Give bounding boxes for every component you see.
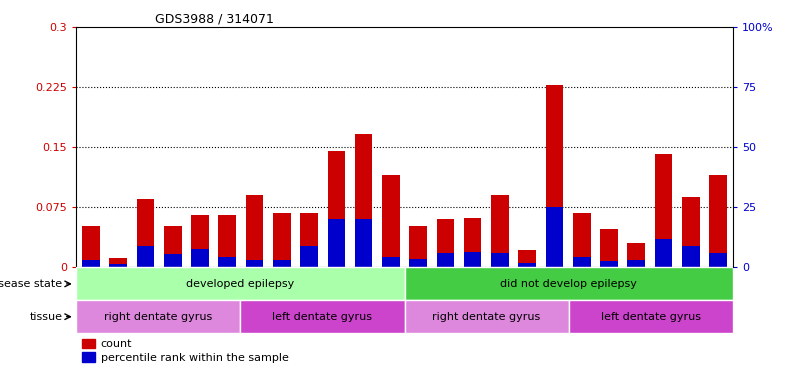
Bar: [682, 197, 699, 268]
Bar: [83, 226, 100, 268]
Bar: [191, 215, 209, 268]
Bar: [600, 229, 618, 268]
Bar: [600, 262, 618, 268]
Bar: [569, 300, 733, 333]
Bar: [518, 250, 536, 268]
Bar: [405, 268, 733, 300]
Bar: [518, 263, 536, 268]
Bar: [137, 199, 155, 268]
Bar: [137, 246, 155, 268]
Text: left dentate gyrus: left dentate gyrus: [601, 312, 701, 322]
Bar: [382, 175, 400, 268]
Bar: [219, 215, 236, 268]
Text: left dentate gyrus: left dentate gyrus: [272, 312, 372, 322]
Bar: [300, 213, 318, 268]
Bar: [627, 260, 645, 268]
Bar: [682, 246, 699, 268]
Bar: [409, 226, 427, 268]
Bar: [164, 226, 182, 268]
Bar: [545, 207, 563, 268]
Bar: [405, 300, 569, 333]
Bar: [491, 253, 509, 268]
Bar: [709, 253, 727, 268]
Bar: [709, 175, 727, 268]
Bar: [464, 252, 481, 268]
Bar: [273, 260, 291, 268]
Text: right dentate gyrus: right dentate gyrus: [433, 312, 541, 322]
Text: GDS3988 / 314071: GDS3988 / 314071: [155, 13, 274, 26]
Bar: [300, 246, 318, 268]
Bar: [409, 259, 427, 268]
Bar: [328, 151, 345, 268]
Bar: [355, 134, 372, 268]
Bar: [219, 257, 236, 268]
Bar: [627, 243, 645, 268]
Text: disease state: disease state: [0, 279, 62, 289]
Bar: [573, 213, 590, 268]
Text: tissue: tissue: [30, 312, 62, 322]
Bar: [545, 84, 563, 268]
Text: right dentate gyrus: right dentate gyrus: [104, 312, 212, 322]
Bar: [491, 195, 509, 268]
Bar: [464, 218, 481, 268]
Bar: [437, 253, 454, 268]
Bar: [246, 195, 264, 268]
Bar: [273, 213, 291, 268]
Bar: [355, 219, 372, 268]
Bar: [437, 219, 454, 268]
Bar: [573, 257, 590, 268]
Bar: [83, 260, 100, 268]
Bar: [164, 254, 182, 268]
Bar: [382, 257, 400, 268]
Bar: [191, 250, 209, 268]
Text: developed epilepsy: developed epilepsy: [186, 279, 295, 289]
Text: did not develop epilepsy: did not develop epilepsy: [501, 279, 637, 289]
Bar: [246, 260, 264, 268]
Bar: [76, 300, 240, 333]
Bar: [76, 268, 405, 300]
Bar: [110, 258, 127, 268]
Legend: count, percentile rank within the sample: count, percentile rank within the sample: [82, 339, 288, 363]
Bar: [240, 300, 405, 333]
Bar: [654, 238, 672, 268]
Bar: [654, 154, 672, 268]
Bar: [328, 219, 345, 268]
Bar: [110, 264, 127, 268]
